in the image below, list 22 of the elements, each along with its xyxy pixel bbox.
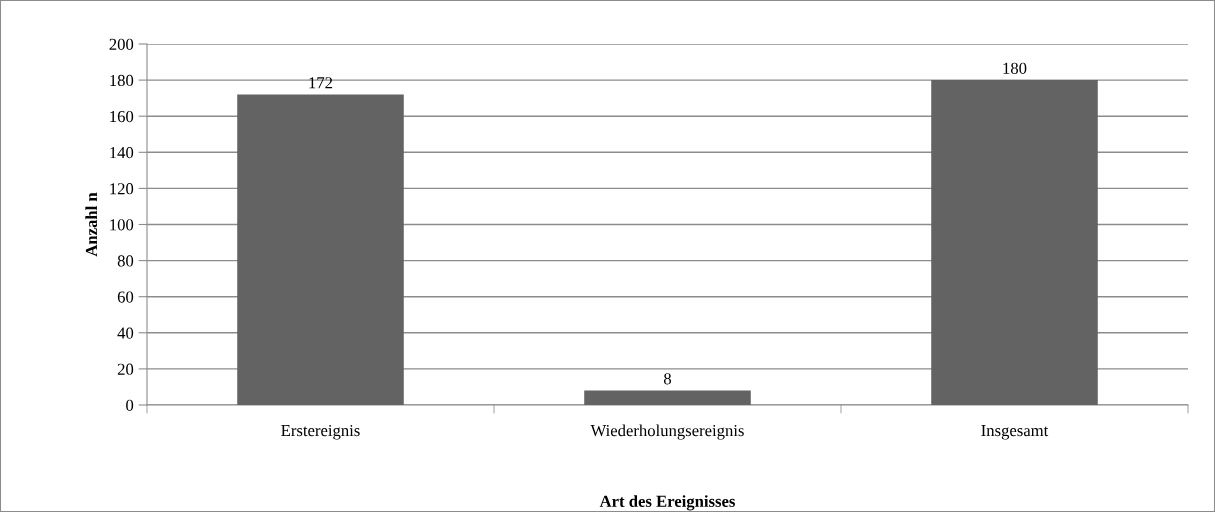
y-tick-label: 100 (110, 219, 134, 231)
y-tick-label: 180 (110, 74, 134, 87)
data-label: 8 (663, 373, 672, 385)
y-tick-label: 60 (117, 291, 134, 303)
y-tick-label: 160 (110, 110, 134, 123)
y-axis-title: Anzahl n (85, 192, 98, 257)
y-tick-label: 20 (117, 363, 134, 375)
bar (584, 390, 751, 405)
y-tick-label: 200 (109, 38, 134, 50)
data-label: 180 (1003, 62, 1027, 74)
x-tick-label: Erstereignis (281, 424, 360, 440)
x-axis-title: Art des Ereignisses (599, 495, 735, 511)
y-tick-label: 0 (126, 399, 134, 411)
y-tick-label: 80 (117, 255, 134, 267)
y-tick-label: 120 (110, 183, 134, 195)
bar (237, 94, 404, 405)
x-tick-label: Wiederholungsereignis (590, 424, 744, 440)
data-label: 172 (309, 77, 333, 89)
y-tick-label: 40 (117, 327, 134, 339)
y-tick-label: 140 (110, 147, 134, 159)
bar (931, 80, 1098, 405)
x-tick-label: Insgesamt (981, 425, 1049, 440)
